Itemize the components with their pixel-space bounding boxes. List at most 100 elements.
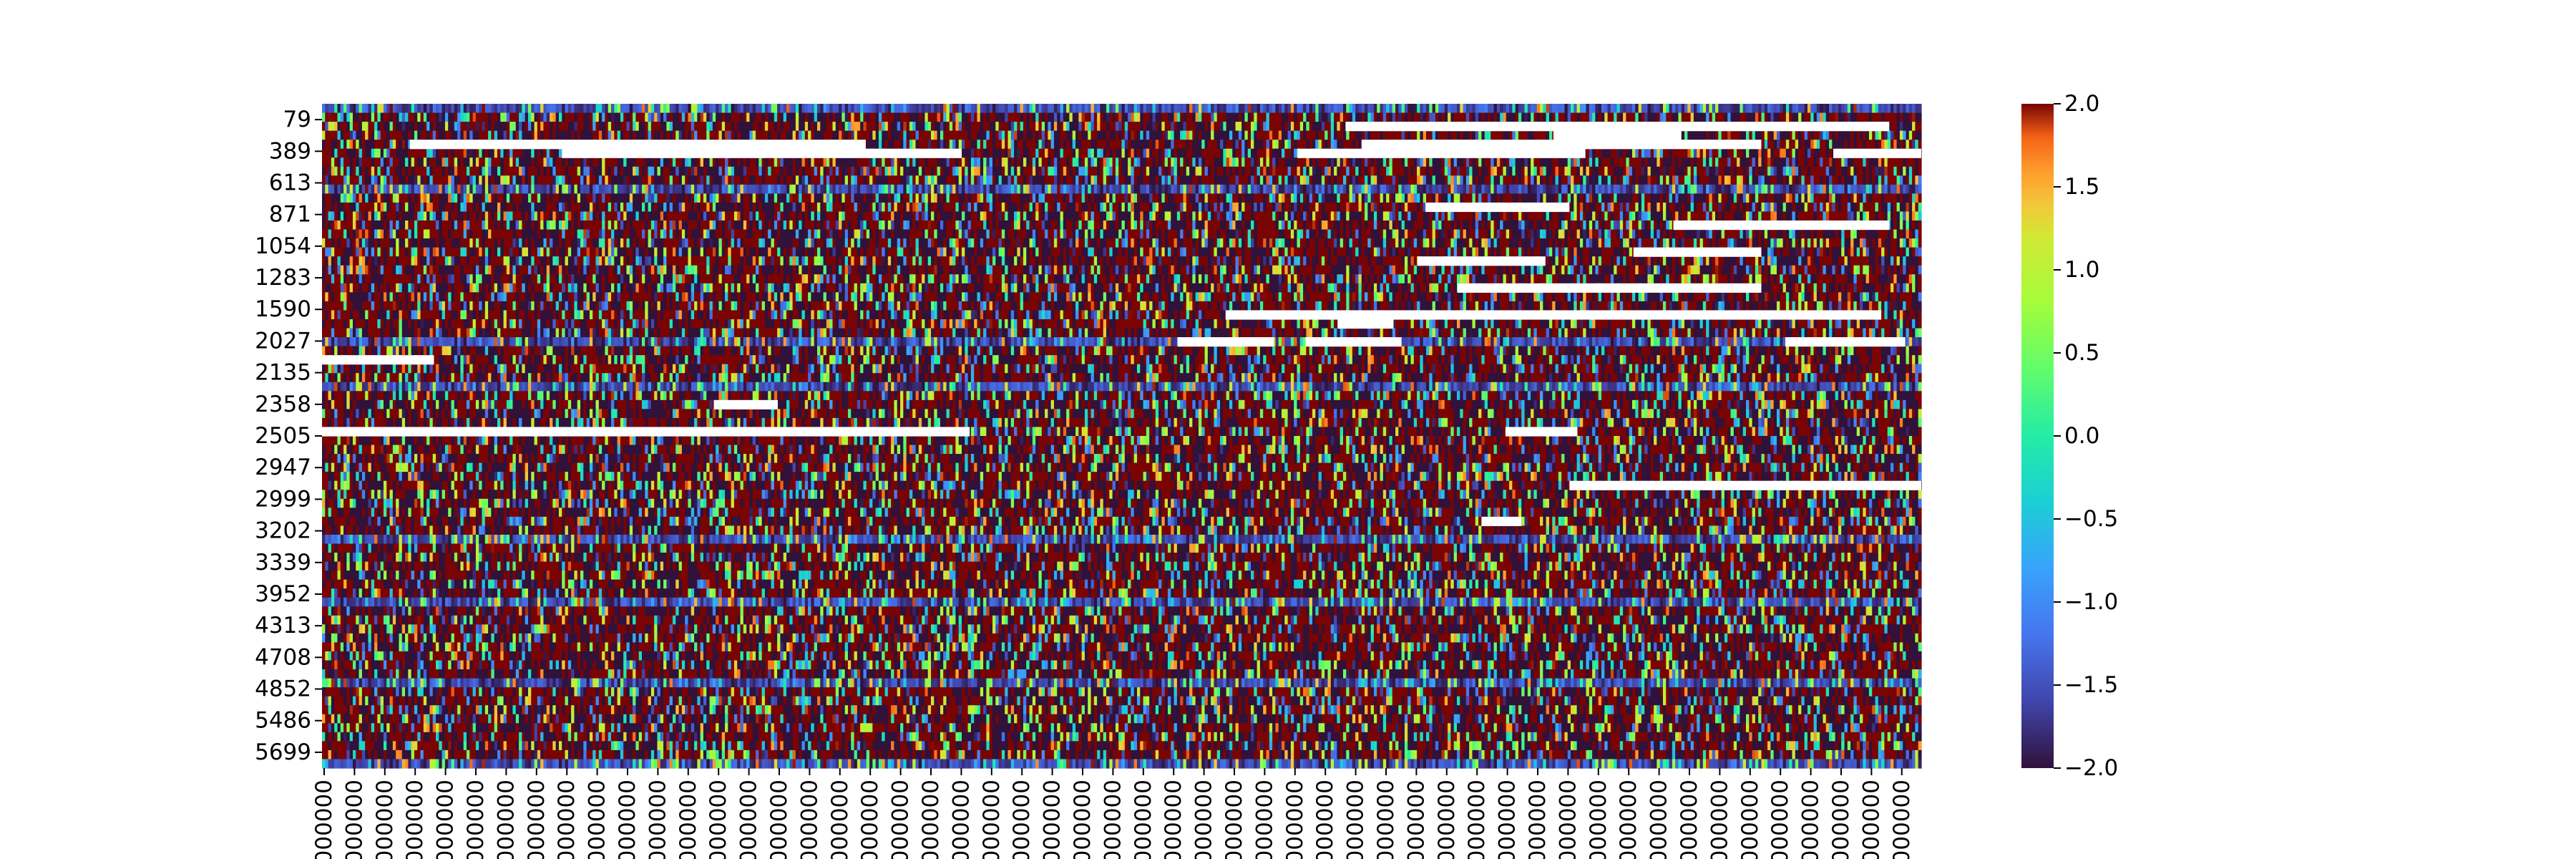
- heatmap-cell: [1755, 149, 1759, 158]
- heatmap-cell: [1528, 104, 1531, 113]
- heatmap-cell: [1189, 122, 1193, 131]
- heatmap-cell: [1038, 149, 1042, 158]
- heatmap-cell: [1423, 113, 1427, 122]
- heatmap-cell: [1731, 104, 1735, 113]
- heatmap-cell: [679, 113, 683, 122]
- heatmap-cell: [550, 175, 553, 185]
- heatmap-cell: [922, 167, 925, 176]
- heatmap-cell: [950, 122, 953, 131]
- heatmap-cell: [836, 185, 839, 194]
- heatmap-cell: [980, 167, 984, 176]
- heatmap-cell: [1171, 185, 1174, 194]
- heatmap-cell: [1897, 140, 1901, 149]
- heatmap-cell: [602, 157, 605, 167]
- heatmap-cell: [1137, 140, 1141, 149]
- heatmap-cell: [1309, 104, 1313, 113]
- heatmap-cell: [436, 185, 439, 194]
- heatmap-cell: [907, 175, 910, 185]
- heatmap-cell: [1315, 122, 1319, 131]
- heatmap-cell: [784, 185, 787, 194]
- heatmap-cell: [1199, 113, 1202, 122]
- heatmap-cell: [753, 167, 756, 176]
- heatmap-cell: [1026, 140, 1030, 149]
- heatmap-cell: [1300, 175, 1304, 185]
- heatmap-cell: [368, 167, 371, 176]
- heatmap-cell: [1174, 131, 1178, 140]
- heatmap-cell: [377, 149, 381, 158]
- heatmap-cell: [504, 157, 507, 167]
- heatmap-cell: [1881, 157, 1885, 167]
- heatmap-cell: [504, 113, 507, 122]
- heatmap-cell: [417, 149, 421, 158]
- heatmap-cell: [457, 131, 461, 140]
- heatmap-cell: [1174, 113, 1178, 122]
- heatmap-cell: [516, 149, 519, 158]
- heatmap-cell: [1192, 122, 1196, 131]
- heatmap-cell: [525, 113, 529, 122]
- heatmap-cell: [952, 157, 956, 167]
- heatmap-cell: [1795, 167, 1799, 176]
- heatmap-cell: [1045, 104, 1048, 113]
- heatmap-cell: [771, 104, 775, 113]
- heatmap-cell: [931, 113, 935, 122]
- heatmap-cell: [1279, 122, 1282, 131]
- heatmap-cell: [1860, 167, 1863, 176]
- heatmap-cell: [350, 167, 353, 176]
- heatmap-cell: [1540, 167, 1543, 176]
- heatmap-cell: [753, 104, 756, 113]
- heatmap-cell: [614, 113, 618, 122]
- heatmap-cell: [642, 113, 645, 122]
- heatmap-cell: [1392, 131, 1396, 140]
- heatmap-cell: [1082, 157, 1085, 167]
- heatmap-cell: [1389, 104, 1392, 113]
- heatmap-cell: [977, 175, 980, 185]
- heatmap-cell: [1177, 149, 1181, 158]
- heatmap-cell: [1248, 149, 1252, 158]
- heatmap-cell: [931, 185, 935, 194]
- heatmap-cell: [1509, 113, 1513, 122]
- heatmap-cell: [1236, 113, 1239, 122]
- heatmap-cell: [1156, 175, 1159, 185]
- heatmap-cell: [857, 113, 861, 122]
- heatmap-cell: [1171, 140, 1174, 149]
- heatmap-cell: [580, 131, 584, 140]
- heatmap-cell: [940, 175, 944, 185]
- heatmap-cell: [1599, 167, 1602, 176]
- heatmap-cell: [1267, 113, 1270, 122]
- heatmap-cell: [552, 131, 556, 140]
- heatmap-cell: [1792, 104, 1795, 113]
- heatmap-cell: [1073, 131, 1076, 140]
- heatmap-cell: [1091, 122, 1095, 131]
- heatmap-cell: [977, 113, 980, 122]
- heatmap-cell: [442, 167, 446, 176]
- heatmap-cell: [512, 175, 516, 185]
- heatmap-cell: [1448, 167, 1451, 176]
- heatmap-cell: [737, 167, 741, 176]
- heatmap-cell: [992, 104, 996, 113]
- heatmap-cell: [1196, 185, 1199, 194]
- heatmap-cell: [888, 175, 892, 185]
- heatmap-cell: [452, 185, 455, 194]
- heatmap-cell: [1125, 175, 1128, 185]
- heatmap-cell: [811, 175, 814, 185]
- heatmap-cell: [817, 113, 821, 122]
- heatmap-cell: [1267, 104, 1270, 113]
- heatmap-cell: [1156, 113, 1159, 122]
- heatmap-cell: [694, 131, 698, 140]
- heatmap-cell: [473, 122, 477, 131]
- heatmap-cell: [531, 175, 535, 185]
- heatmap-cell: [1516, 167, 1519, 176]
- heatmap-cell: [509, 157, 513, 167]
- heatmap-cell: [660, 122, 664, 131]
- heatmap-cell: [341, 185, 344, 194]
- heatmap-cell: [359, 131, 363, 140]
- heatmap-cell: [1122, 167, 1126, 176]
- heatmap-cell: [1516, 131, 1519, 140]
- heatmap-cell: [701, 113, 704, 122]
- heatmap-cell: [706, 167, 710, 176]
- heatmap-cell: [1279, 175, 1282, 185]
- heatmap-cell: [568, 185, 572, 194]
- heatmap-cell: [1251, 167, 1254, 176]
- heatmap-cell: [1516, 175, 1519, 185]
- heatmap-cell: [500, 167, 504, 176]
